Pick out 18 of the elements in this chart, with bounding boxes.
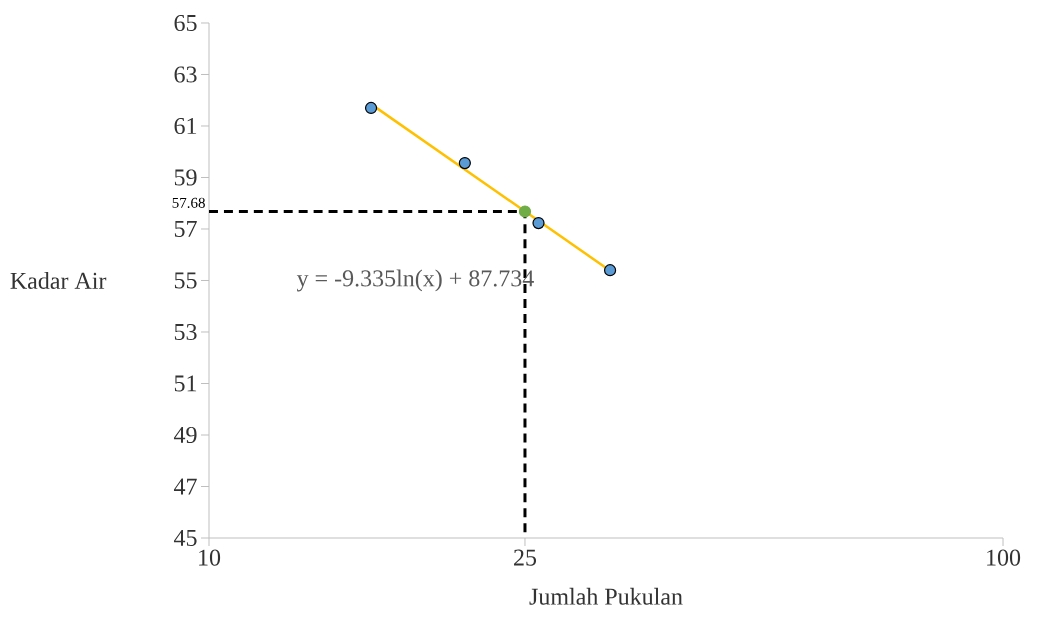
y-tick-label: 45 xyxy=(173,529,197,547)
y-tick-label: 57 xyxy=(174,221,197,237)
y-tick-label: 53 xyxy=(174,323,197,341)
x-tick-label: 10 xyxy=(199,549,221,566)
annotation: 57.68 xyxy=(172,197,205,208)
y-tick-label: 49 xyxy=(173,426,197,444)
y-tick-label: 59 xyxy=(174,169,197,186)
y-tick-label: 51 xyxy=(174,375,197,392)
y-axis-title: Kadar Air xyxy=(10,272,107,289)
y-tick-label: 47 xyxy=(173,478,197,495)
x-tick-label: 25 xyxy=(514,549,537,566)
y-tick-label: 63 xyxy=(174,66,197,83)
y-tick-label: 61 xyxy=(174,117,197,135)
annotation: y = -9.335ln(x) + 87.734 xyxy=(296,269,534,292)
y-tick-label: 65 xyxy=(174,14,197,32)
x-axis-title: Jumlah Pukulan xyxy=(529,587,683,605)
x-tick-label: 100 xyxy=(987,549,1021,566)
y-tick-label: 55 xyxy=(174,272,197,289)
